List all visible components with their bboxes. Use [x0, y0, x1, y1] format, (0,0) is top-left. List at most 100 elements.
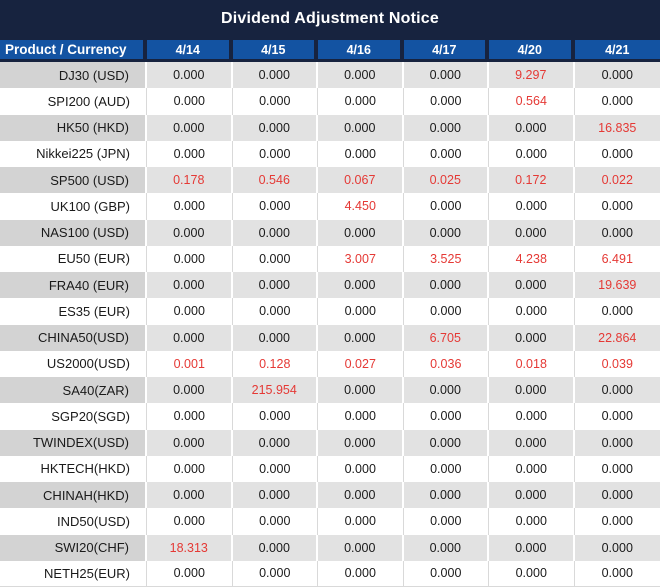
dividend-value-cell: 0.000: [489, 403, 575, 430]
dividend-value-cell: 0.000: [318, 455, 404, 482]
dividend-value-cell: 0.000: [489, 140, 575, 167]
dividend-value-cell: 0.000: [147, 62, 233, 89]
dividend-value-cell: 0.000: [403, 62, 489, 89]
dividend-value-cell: 0.000: [318, 534, 404, 561]
dividend-value-cell: 0.000: [403, 560, 489, 587]
dividend-value-cell: 0.000: [574, 455, 660, 482]
dividend-value-cell: 0.000: [574, 88, 660, 115]
dividend-value-cell: 0.000: [232, 482, 318, 509]
dividend-value-cell: 0.000: [489, 219, 575, 246]
dividend-value-cell: 0.000: [574, 298, 660, 325]
table-row: CHINA50(USD) 0.000 0.000 0.000 6.705 0.000 22.…: [0, 324, 660, 351]
dividend-value-cell: 0.000: [147, 114, 233, 141]
dividend-value-cell: 0.000: [147, 482, 233, 509]
dividend-value-cell: 0.000: [232, 508, 318, 535]
dividend-value-cell: 0.000: [489, 114, 575, 141]
table-row: NETH25(EUR) 0.000 0.000 0.000 0.000 0.000 0.00…: [0, 560, 660, 587]
dividend-value-cell: 6.705: [403, 324, 489, 351]
dividend-value-cell: 0.000: [318, 219, 404, 246]
dividend-value-cell: 4.238: [489, 245, 575, 272]
dividend-value-cell: 0.000: [489, 429, 575, 456]
dividend-value-cell: 0.000: [147, 377, 233, 404]
dividend-value-cell: 0.039: [574, 350, 660, 377]
dividend-value-cell: 6.491: [574, 245, 660, 272]
dividend-value-cell: 0.000: [232, 534, 318, 561]
dividend-value-cell: 0.000: [489, 482, 575, 509]
dividend-value-cell: 0.000: [489, 534, 575, 561]
product-cell: NETH25(EUR): [0, 560, 147, 587]
dividend-value-cell: 0.036: [403, 350, 489, 377]
table-row: CHINAH(HKD) 0.000 0.000 0.000 0.000 0.000 0.00…: [0, 482, 660, 509]
dividend-value-cell: 0.000: [318, 88, 404, 115]
dividend-value-cell: 0.172: [489, 167, 575, 194]
dividend-value-cell: 0.000: [574, 140, 660, 167]
dividend-value-cell: 0.000: [147, 403, 233, 430]
date-column-header: 4/21: [574, 40, 660, 59]
dividend-value-cell: 0.000: [403, 482, 489, 509]
dividend-value-cell: 0.000: [147, 508, 233, 535]
table-row: HKTECH(HKD) 0.000 0.000 0.000 0.000 0.000 0.00…: [0, 455, 660, 482]
product-cell: US2000(USD): [0, 350, 147, 377]
dividend-value-cell: 0.000: [318, 403, 404, 430]
dividend-value-cell: 0.000: [318, 298, 404, 325]
table-row: NAS100 (USD) 0.000 0.000 0.000 0.000 0.000 0.0…: [0, 219, 660, 246]
dividend-value-cell: 0.000: [489, 455, 575, 482]
dividend-value-cell: 0.000: [318, 324, 404, 351]
dividend-value-cell: 0.000: [403, 508, 489, 535]
product-cell: NAS100 (USD): [0, 219, 147, 246]
dividend-value-cell: 0.000: [403, 429, 489, 456]
date-column-header: 4/20: [489, 40, 575, 59]
dividend-value-cell: 0.000: [318, 272, 404, 299]
dividend-value-cell: 0.000: [318, 114, 404, 141]
date-column-header: 4/16: [318, 40, 404, 59]
product-cell: FRA40 (EUR): [0, 272, 147, 299]
dividend-value-cell: 0.128: [232, 350, 318, 377]
dividend-value-cell: 0.000: [403, 298, 489, 325]
dividend-value-cell: 0.000: [318, 429, 404, 456]
dividend-value-cell: 0.000: [318, 482, 404, 509]
dividend-value-cell: 0.000: [147, 193, 233, 220]
dividend-value-cell: 0.000: [403, 534, 489, 561]
product-cell: CHINA50(USD): [0, 324, 147, 351]
dividend-value-cell: 0.000: [318, 508, 404, 535]
dividend-value-cell: 0.000: [318, 377, 404, 404]
dividend-value-cell: 0.001: [147, 350, 233, 377]
dividend-value-cell: 22.864: [574, 324, 660, 351]
table-row: FRA40 (EUR) 0.000 0.000 0.000 0.000 0.000 19.6…: [0, 272, 660, 299]
product-cell: ES35 (EUR): [0, 298, 147, 325]
dividend-value-cell: 0.000: [489, 272, 575, 299]
table-row: SGP20(SGD) 0.000 0.000 0.000 0.000 0.000 0.000: [0, 403, 660, 430]
product-cell: HKTECH(HKD): [0, 455, 147, 482]
dividend-value-cell: 0.564: [489, 88, 575, 115]
dividend-value-cell: 0.000: [489, 193, 575, 220]
dividend-value-cell: 9.297: [489, 62, 575, 89]
dividend-value-cell: 0.000: [147, 245, 233, 272]
dividend-value-cell: 0.000: [574, 377, 660, 404]
product-cell: SWI20(CHF): [0, 534, 147, 561]
product-cell: HK50 (HKD): [0, 114, 147, 141]
dividend-value-cell: 0.000: [232, 245, 318, 272]
dividend-value-cell: 0.000: [147, 298, 233, 325]
dividend-value-cell: 0.000: [147, 140, 233, 167]
table-row: SP500 (USD) 0.178 0.546 0.067 0.025 0.172 0.02…: [0, 167, 660, 194]
dividend-value-cell: 0.000: [232, 272, 318, 299]
dividend-value-cell: 0.000: [489, 298, 575, 325]
dividend-value-cell: 0.000: [574, 508, 660, 535]
dividend-value-cell: 0.000: [574, 219, 660, 246]
dividend-value-cell: 0.000: [574, 193, 660, 220]
table-row: IND50(USD) 0.000 0.000 0.000 0.000 0.000 0.000: [0, 508, 660, 535]
table-row: SWI20(CHF) 18.313 0.000 0.000 0.000 0.000 0.00…: [0, 534, 660, 561]
dividend-value-cell: 0.018: [489, 350, 575, 377]
table-row: SA40(ZAR) 0.000 215.954 0.000 0.000 0.000 0.00…: [0, 377, 660, 404]
dividend-value-cell: 0.000: [403, 88, 489, 115]
table-row: ES35 (EUR) 0.000 0.000 0.000 0.000 0.000 0.000: [0, 298, 660, 325]
dividend-value-cell: 0.000: [403, 219, 489, 246]
dividend-value-cell: 0.000: [574, 482, 660, 509]
table-row: DJ30 (USD) 0.000 0.000 0.000 0.000 9.297 0.000: [0, 62, 660, 89]
dividend-value-cell: 0.000: [232, 455, 318, 482]
dividend-value-cell: 0.000: [403, 377, 489, 404]
dividend-value-cell: 0.000: [232, 324, 318, 351]
dividend-value-cell: 0.000: [403, 403, 489, 430]
dividend-value-cell: 0.000: [147, 88, 233, 115]
